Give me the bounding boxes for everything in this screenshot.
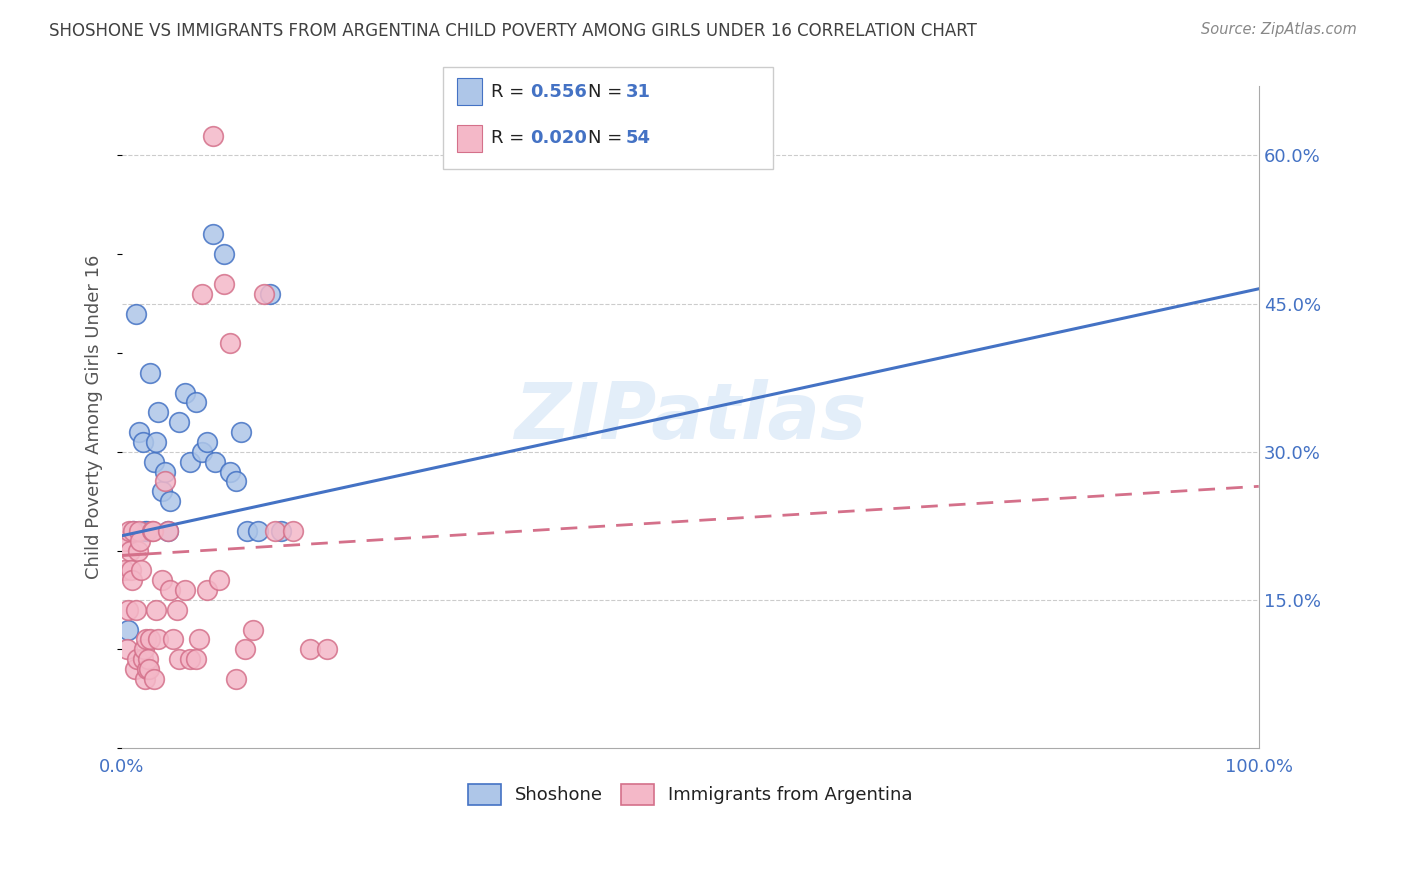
Point bbox=[128, 524, 150, 538]
Point bbox=[117, 623, 139, 637]
Point bbox=[236, 524, 259, 538]
Point bbox=[231, 425, 253, 439]
Point bbox=[173, 582, 195, 597]
Point bbox=[184, 395, 207, 409]
Point bbox=[145, 434, 167, 449]
Point bbox=[214, 277, 236, 291]
Point bbox=[148, 405, 170, 419]
Point bbox=[122, 524, 145, 538]
Point bbox=[125, 306, 148, 320]
Point bbox=[214, 247, 236, 261]
Point bbox=[129, 533, 152, 548]
Point bbox=[125, 603, 148, 617]
Point bbox=[201, 227, 224, 242]
Point bbox=[298, 642, 321, 657]
Point bbox=[145, 603, 167, 617]
Point bbox=[128, 425, 150, 439]
Point bbox=[142, 672, 165, 686]
Text: N =: N = bbox=[588, 129, 627, 147]
Point bbox=[179, 652, 201, 666]
Point bbox=[162, 632, 184, 647]
Text: Source: ZipAtlas.com: Source: ZipAtlas.com bbox=[1201, 22, 1357, 37]
Point bbox=[134, 524, 156, 538]
Point bbox=[131, 434, 153, 449]
Point bbox=[155, 465, 177, 479]
Point bbox=[233, 642, 256, 657]
Point bbox=[156, 524, 179, 538]
Point bbox=[136, 524, 159, 538]
Point bbox=[150, 573, 173, 587]
Point bbox=[167, 415, 190, 429]
Point bbox=[179, 455, 201, 469]
Text: ZIPatlas: ZIPatlas bbox=[515, 379, 866, 455]
Point bbox=[208, 573, 231, 587]
Point bbox=[155, 475, 177, 489]
Point bbox=[242, 623, 264, 637]
Point bbox=[166, 603, 188, 617]
Point bbox=[167, 652, 190, 666]
Y-axis label: Child Poverty Among Girls Under 16: Child Poverty Among Girls Under 16 bbox=[86, 255, 103, 580]
Point bbox=[225, 475, 247, 489]
Point bbox=[270, 524, 292, 538]
Point bbox=[125, 652, 148, 666]
Point bbox=[281, 524, 304, 538]
Point bbox=[253, 286, 276, 301]
Text: 0.020: 0.020 bbox=[530, 129, 586, 147]
Text: R =: R = bbox=[491, 83, 530, 101]
Point bbox=[136, 662, 159, 676]
Point bbox=[131, 563, 153, 577]
Point bbox=[159, 494, 181, 508]
Point bbox=[139, 632, 162, 647]
Point bbox=[138, 662, 160, 676]
Point bbox=[117, 603, 139, 617]
Point bbox=[225, 672, 247, 686]
Legend: Shoshone, Immigrants from Argentina: Shoshone, Immigrants from Argentina bbox=[461, 777, 920, 812]
Point bbox=[127, 543, 149, 558]
Point bbox=[131, 652, 153, 666]
Point bbox=[142, 524, 165, 538]
Point bbox=[156, 524, 179, 538]
Point bbox=[122, 524, 145, 538]
Point bbox=[118, 543, 141, 558]
Point bbox=[142, 455, 165, 469]
Point bbox=[112, 563, 135, 577]
Text: N =: N = bbox=[588, 83, 627, 101]
Text: 0.556: 0.556 bbox=[530, 83, 586, 101]
Point bbox=[188, 632, 211, 647]
Point bbox=[114, 533, 136, 548]
Point bbox=[204, 455, 226, 469]
Point bbox=[124, 662, 146, 676]
Point bbox=[115, 642, 138, 657]
Point bbox=[184, 652, 207, 666]
Point bbox=[259, 286, 281, 301]
Text: 31: 31 bbox=[626, 83, 651, 101]
Point bbox=[219, 465, 242, 479]
Point bbox=[118, 524, 141, 538]
Text: R =: R = bbox=[491, 129, 530, 147]
Point bbox=[195, 434, 218, 449]
Point bbox=[148, 632, 170, 647]
Text: SHOSHONE VS IMMIGRANTS FROM ARGENTINA CHILD POVERTY AMONG GIRLS UNDER 16 CORRELA: SHOSHONE VS IMMIGRANTS FROM ARGENTINA CH… bbox=[49, 22, 977, 40]
Point bbox=[150, 484, 173, 499]
Point bbox=[120, 563, 142, 577]
Point bbox=[136, 652, 159, 666]
Text: 54: 54 bbox=[626, 129, 651, 147]
Point bbox=[315, 642, 337, 657]
Point bbox=[159, 582, 181, 597]
Point bbox=[134, 672, 156, 686]
Point bbox=[247, 524, 270, 538]
Point bbox=[121, 573, 143, 587]
Point bbox=[195, 582, 218, 597]
Point bbox=[190, 444, 212, 458]
Point bbox=[219, 336, 242, 351]
Point bbox=[141, 524, 163, 538]
Point bbox=[132, 642, 155, 657]
Point bbox=[264, 524, 287, 538]
Point bbox=[201, 128, 224, 143]
Point bbox=[190, 286, 212, 301]
Point bbox=[173, 385, 195, 400]
Point bbox=[139, 366, 162, 380]
Point bbox=[135, 632, 157, 647]
